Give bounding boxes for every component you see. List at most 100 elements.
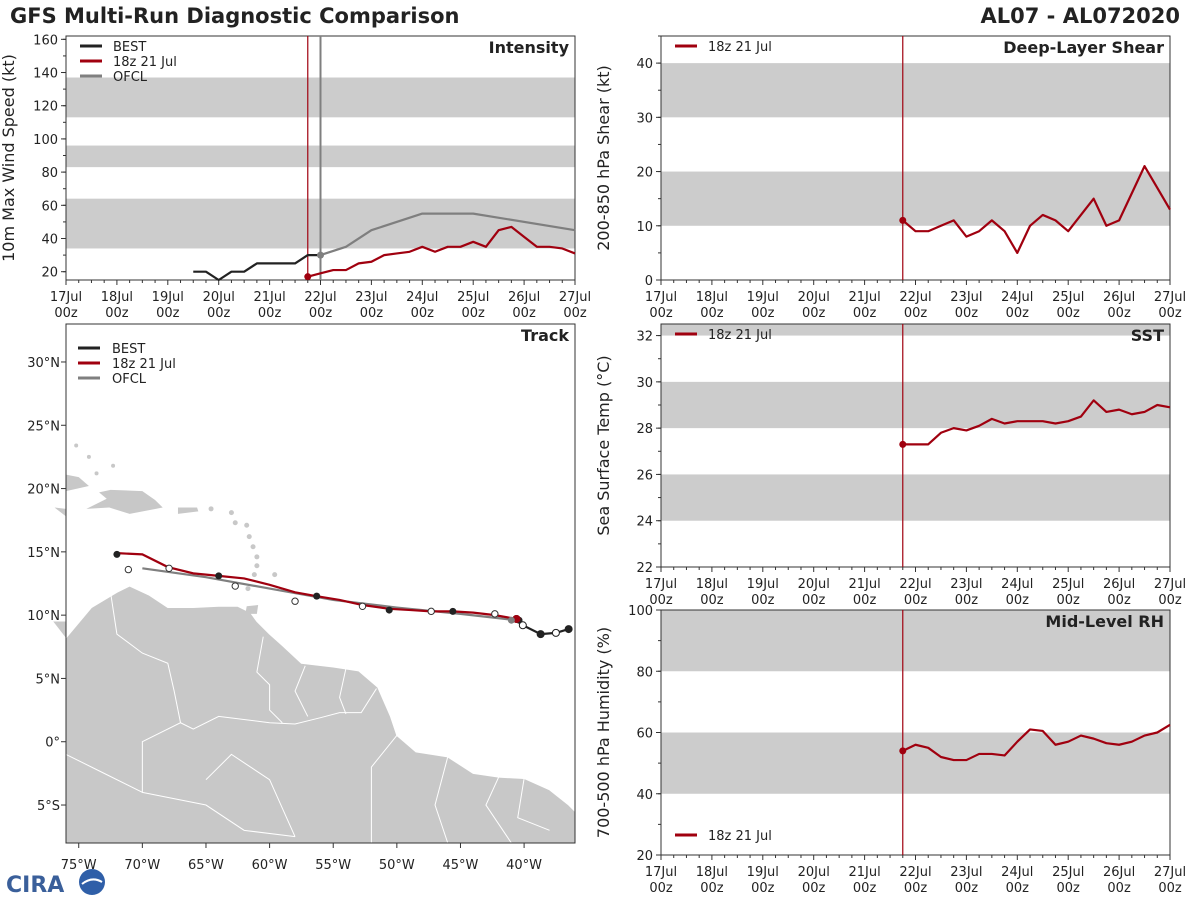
y-tick-label: 24 xyxy=(636,515,653,530)
x-tick-label: 27Jul xyxy=(1154,865,1186,880)
x-tick-label: 25Jul xyxy=(1052,577,1084,592)
x-tick-label: 17Jul xyxy=(645,865,677,880)
land-island xyxy=(272,572,278,578)
y-axis-label: Sea Surface Temp (°C) xyxy=(594,355,613,535)
land-island xyxy=(251,572,257,578)
series-start-point xyxy=(899,216,907,224)
y-tick-label: 30 xyxy=(636,376,653,391)
y-tick-label: 120 xyxy=(33,100,58,115)
y-axis-label: 10m Max Wind Speed (kt) xyxy=(0,54,18,262)
x-tick-label: 20Jul xyxy=(798,290,830,305)
x-tick-sublabel: 00z xyxy=(904,306,928,321)
x-tick-label: 25Jul xyxy=(1052,865,1084,880)
shaded-band xyxy=(661,732,1170,794)
x-tick-label: 20Jul xyxy=(798,865,830,880)
y-axis-label: 700-500 hPa Humidity (%) xyxy=(594,627,613,838)
x-tick-label: 27Jul xyxy=(1154,290,1186,305)
x-tick-sublabel: 00z xyxy=(700,306,724,321)
x-tick-label: 17Jul xyxy=(50,290,82,305)
y-tick-label: 20 xyxy=(636,166,653,181)
land-island xyxy=(254,563,260,569)
x-tick-sublabel: 00z xyxy=(955,306,979,321)
y-tick-label: 140 xyxy=(33,67,58,82)
x-tick-label: 22Jul xyxy=(899,290,931,305)
land-island xyxy=(244,522,250,528)
x-tick-sublabel: 00z xyxy=(105,306,129,321)
x-tick-sublabel: 00z xyxy=(512,306,536,321)
intensity-chart: 2040608010012014016017Jul00z18Jul00z19Ju… xyxy=(0,33,591,321)
x-tick-sublabel: 00z xyxy=(853,593,877,608)
shaded-band xyxy=(661,474,1170,521)
best-marker xyxy=(564,625,573,634)
country-border xyxy=(339,668,347,715)
x-tick-label: 20Jul xyxy=(798,577,830,592)
x-tick-label: 19Jul xyxy=(747,865,779,880)
y-tick-label: 100 xyxy=(628,604,653,619)
y-tick-label: 5°S xyxy=(37,799,60,814)
x-tick-label: 40°W xyxy=(506,858,542,873)
ofcl-marker xyxy=(165,564,173,573)
legend-label: BEST xyxy=(113,40,146,55)
best-marker xyxy=(518,621,527,630)
x-tick-label: 18Jul xyxy=(696,865,728,880)
y-tick-label: 10°N xyxy=(27,609,60,624)
y-tick-label: 40 xyxy=(636,57,653,72)
ofcl-marker xyxy=(358,602,367,610)
legend-label: 18z 21 Jul xyxy=(708,328,772,343)
x-tick-sublabel: 00z xyxy=(156,306,180,321)
x-tick-label: 26Jul xyxy=(508,290,540,305)
x-tick-sublabel: 00z xyxy=(54,306,78,321)
x-tick-sublabel: 00z xyxy=(207,306,231,321)
x-tick-sublabel: 00z xyxy=(904,881,928,896)
y-tick-label: 22 xyxy=(636,561,653,576)
land-island xyxy=(208,506,214,512)
x-tick-label: 20Jul xyxy=(203,290,235,305)
series-line-18z-21-jul xyxy=(307,225,576,278)
country-border xyxy=(294,665,309,717)
shaded-band xyxy=(661,381,1170,429)
x-tick-sublabel: 00z xyxy=(1057,881,1081,896)
legend-label: OFCL xyxy=(112,372,147,387)
y-tick-label: 40 xyxy=(41,233,58,248)
land-island xyxy=(232,520,238,526)
land-island xyxy=(246,534,252,540)
ofcl-marker xyxy=(491,610,499,618)
x-tick-sublabel: 00z xyxy=(802,881,826,896)
run-marker xyxy=(449,607,457,615)
series-line-18z-21-jul xyxy=(902,723,1171,762)
x-tick-sublabel: 00z xyxy=(700,593,724,608)
chart-title: SST xyxy=(1131,326,1164,345)
x-tick-label: 21Jul xyxy=(848,865,880,880)
x-tick-sublabel: 00z xyxy=(411,306,435,321)
chart-title: Deep-Layer Shear xyxy=(1003,38,1164,57)
x-tick-label: 23Jul xyxy=(950,865,982,880)
series-line-best xyxy=(193,254,321,282)
run-marker xyxy=(113,550,121,558)
country-border xyxy=(485,776,512,844)
y-tick-label: 30 xyxy=(636,111,653,126)
ofcl-start-point xyxy=(507,616,515,624)
country-border xyxy=(370,735,398,843)
best-marker xyxy=(536,630,545,639)
cira-logo: CIRA xyxy=(6,869,105,898)
x-tick-label: 19Jul xyxy=(747,290,779,305)
run-marker xyxy=(313,592,321,600)
x-tick-sublabel: 00z xyxy=(462,306,486,321)
page-title: GFS Multi-Run Diagnostic Comparison xyxy=(10,4,460,28)
country-border xyxy=(256,636,283,724)
x-tick-label: 17Jul xyxy=(645,290,677,305)
x-tick-label: 70°W xyxy=(124,858,160,873)
run-marker xyxy=(215,572,223,580)
land-hispaniola xyxy=(86,489,163,514)
y-tick-label: 60 xyxy=(41,199,58,214)
x-tick-label: 60°W xyxy=(252,858,288,873)
shaded-band xyxy=(661,324,1170,336)
series-line-18z-21-jul xyxy=(902,399,1171,446)
series-line-ofcl xyxy=(320,212,576,257)
series-start-point xyxy=(899,747,907,755)
sst-chart: 22242628303217Jul00z18Jul00z19Jul00z20Ju… xyxy=(594,323,1186,608)
shaded-band xyxy=(661,610,1170,672)
x-tick-label: 18Jul xyxy=(696,290,728,305)
x-tick-label: 18Jul xyxy=(696,577,728,592)
